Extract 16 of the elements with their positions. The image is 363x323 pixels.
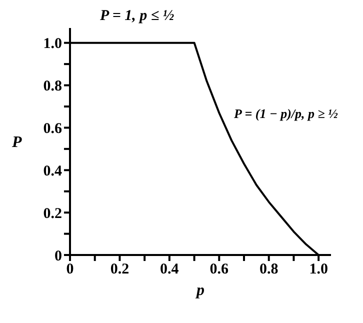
annotation: P = (1 − p)/p, p ≥ ½ (234, 106, 338, 122)
x-tick-label: 1.0 (309, 262, 328, 278)
x-tick-label: 0 (66, 262, 74, 278)
x-axis-title: p (194, 282, 204, 299)
y-tick-label: 0.6 (43, 121, 62, 138)
x-tick-label: 0.6 (210, 262, 230, 278)
y-tick-label: 0.4 (43, 163, 62, 180)
x-tick-label: 0.2 (110, 262, 130, 278)
y-tick-label: 0.2 (43, 206, 62, 222)
y-tick-label: 0.8 (43, 78, 62, 95)
x-tick-label: 0.8 (259, 262, 278, 278)
x-tick-label: 0.4 (160, 262, 180, 278)
y-tick-label: 1.0 (43, 36, 62, 52)
y-tick-label: 0 (54, 248, 62, 264)
y-axis-title: P (11, 134, 22, 152)
text: P = 1, p ≤ ½ (100, 8, 174, 25)
